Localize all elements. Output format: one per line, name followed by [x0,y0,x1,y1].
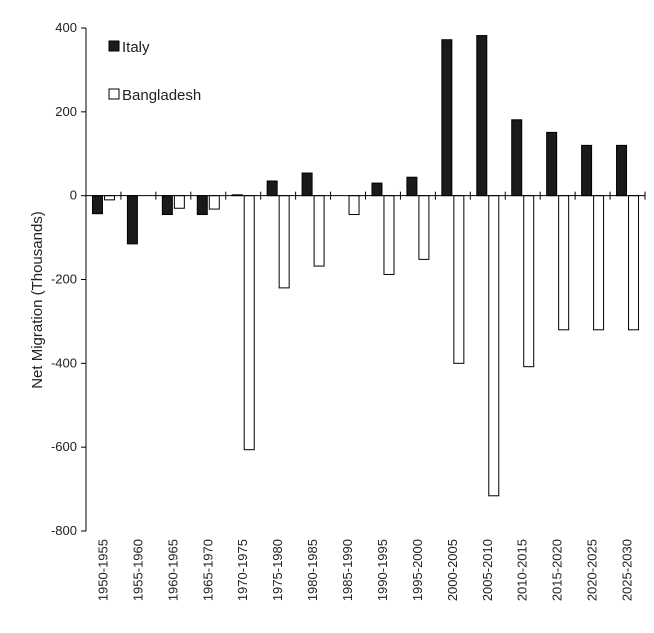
bar-italy-1995-2000 [406,176,418,197]
bar-italy-1980-1985 [301,172,313,197]
x-tick-label-1965-1970: 1965-1970 [200,539,215,601]
bar-bangladesh-2005-2010 [488,195,500,497]
bar-italy-2025-2030 [616,144,628,197]
y-tick-label--600: -600 [51,439,77,454]
y-tick-label-0: 0 [70,188,77,203]
x-tick-label-1970-1975: 1970-1975 [235,539,250,601]
bar-bangladesh-2020-2025 [593,195,605,331]
legend: Italy Bangladesh [108,39,201,104]
bar-bangladesh-2025-2030 [628,195,640,331]
bar-bangladesh-1990-1995 [383,195,395,275]
bar-bangladesh-1995-2000 [418,195,430,260]
y-axis-title: Net Migration (Thousands) [29,211,46,389]
bar-bangladesh-2010-2015 [523,195,535,368]
bar-bangladesh-1985-1990 [348,195,360,216]
y-tick-labels: 400 200 0 -200 -400 -600 -800 [51,20,77,538]
legend-label-bangladesh: Bangladesh [122,87,201,104]
x-tick-label-1950-1955: 1950-1955 [95,539,110,601]
axes-layer [81,27,646,532]
legend-label-italy: Italy [122,39,150,56]
bar-bangladesh-1950-1955 [103,195,115,201]
bar-bangladesh-1960-1965 [173,195,185,209]
bar-italy-1955-1960 [126,195,138,245]
bar-italy-2015-2020 [546,131,558,197]
x-tick-label-2005-2010: 2005-2010 [480,539,495,601]
bar-bangladesh-2000-2005 [453,195,465,364]
x-tick-label-1960-1965: 1960-1965 [165,539,180,601]
x-tick-label-1985-1990: 1985-1990 [340,539,355,601]
bar-italy-2005-2010 [476,35,488,197]
y-tick-label-200: 200 [55,104,77,119]
x-tick-label-2010-2015: 2010-2015 [515,539,530,601]
bar-italy-2020-2025 [581,144,593,197]
bar-bangladesh-1970-1975 [243,195,255,451]
x-tick-label-1975-1980: 1975-1980 [270,539,285,601]
x-tick-label-2000-2005: 2000-2005 [445,539,460,601]
x-tick-label-1955-1960: 1955-1960 [130,539,145,601]
y-tick-label--200: -200 [51,272,77,287]
y-tick-label-400: 400 [55,20,77,35]
legend-swatch-italy [108,40,120,52]
bar-bangladesh-1980-1985 [313,195,325,267]
y-tick-label--800: -800 [51,523,77,538]
x-tick-label-2015-2020: 2015-2020 [550,539,565,601]
bar-bangladesh-1965-1970 [208,195,220,210]
x-tick-label-2020-2025: 2020-2025 [585,539,600,601]
x-tick-labels: 1950-1955 1955-1960 1960-1965 1965-1970 1970… [95,539,634,601]
y-tick-label--400: -400 [51,355,77,370]
bar-italy-2010-2015 [511,119,523,197]
x-tick-label-1995-2000: 1995-2000 [410,539,425,601]
x-tick-label-1990-1995: 1990-1995 [375,539,390,601]
bar-italy-1950-1955 [91,195,103,215]
bar-italy-1975-1980 [266,180,278,197]
bars-layer [91,35,640,497]
x-tick-label-2025-2030: 2025-2030 [620,539,635,601]
bar-italy-1960-1965 [161,195,173,216]
bar-italy-2000-2005 [441,39,453,197]
bar-bangladesh-2015-2020 [558,195,570,331]
bar-italy-1965-1970 [196,195,208,216]
x-tick-label-1980-1985: 1980-1985 [305,539,320,601]
bar-bangladesh-1975-1980 [278,195,290,289]
legend-swatch-bangladesh [108,88,120,100]
bar-italy-1990-1995 [371,182,383,197]
